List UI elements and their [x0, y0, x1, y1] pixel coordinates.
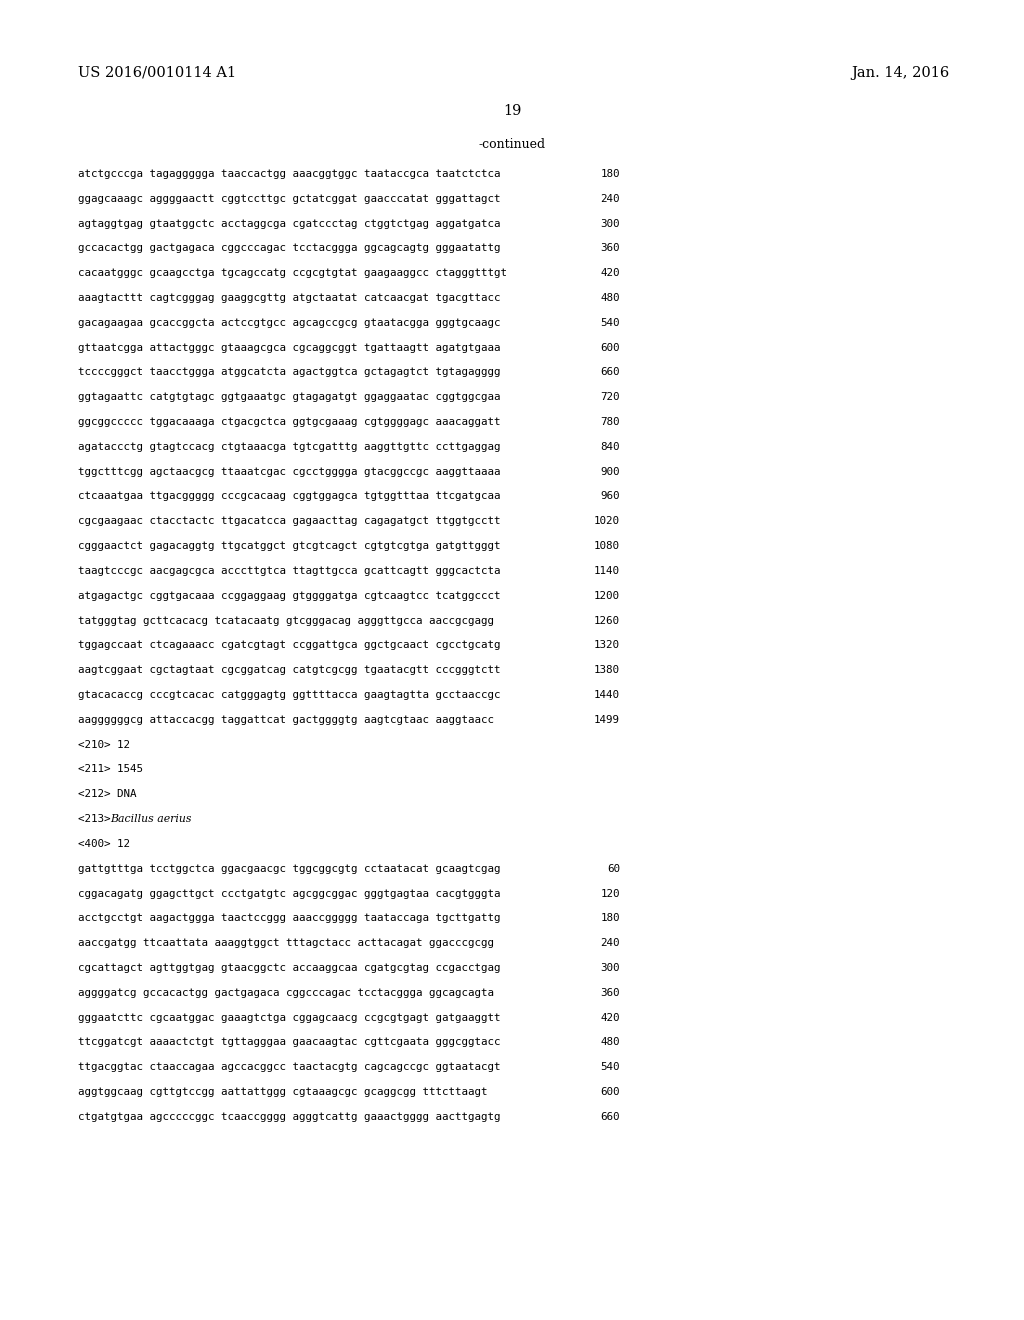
- Text: 420: 420: [600, 1012, 620, 1023]
- Text: gggaatcttc cgcaatggac gaaagtctga cggagcaacg ccgcgtgagt gatgaaggtt: gggaatcttc cgcaatggac gaaagtctga cggagca…: [78, 1012, 501, 1023]
- Text: 19: 19: [503, 104, 521, 117]
- Text: 60: 60: [607, 863, 620, 874]
- Text: Jan. 14, 2016: Jan. 14, 2016: [851, 66, 949, 79]
- Text: ttgacggtac ctaaccagaa agccacggcc taactacgtg cagcagccgc ggtaatacgt: ttgacggtac ctaaccagaa agccacggcc taactac…: [78, 1063, 501, 1072]
- Text: 780: 780: [600, 417, 620, 428]
- Text: <400> 12: <400> 12: [78, 840, 130, 849]
- Text: <213>: <213>: [78, 814, 117, 824]
- Text: 540: 540: [600, 1063, 620, 1072]
- Text: atgagactgc cggtgacaaa ccggaggaag gtggggatga cgtcaagtcc tcatggccct: atgagactgc cggtgacaaa ccggaggaag gtgggga…: [78, 591, 501, 601]
- Text: cggacagatg ggagcttgct ccctgatgtc agcggcggac gggtgagtaa cacgtgggta: cggacagatg ggagcttgct ccctgatgtc agcggcg…: [78, 888, 501, 899]
- Text: gattgtttga tcctggctca ggacgaacgc tggcggcgtg cctaatacat gcaagtcgag: gattgtttga tcctggctca ggacgaacgc tggcggc…: [78, 863, 501, 874]
- Text: 240: 240: [600, 939, 620, 948]
- Text: gtacacaccg cccgtcacac catgggagtg ggttttacca gaagtagtta gcctaaccgc: gtacacaccg cccgtcacac catgggagtg ggtttta…: [78, 690, 501, 700]
- Text: 840: 840: [600, 442, 620, 451]
- Text: 480: 480: [600, 293, 620, 304]
- Text: aaggggggcg attaccacgg taggattcat gactggggtg aagtcgtaac aaggtaacc: aaggggggcg attaccacgg taggattcat gactggg…: [78, 715, 494, 725]
- Text: aaccgatgg ttcaattata aaaggtggct tttagctacc acttacagat ggacccgcgg: aaccgatgg ttcaattata aaaggtggct tttagcta…: [78, 939, 494, 948]
- Text: gacagaagaa gcaccggcta actccgtgcc agcagccgcg gtaatacgga gggtgcaagc: gacagaagaa gcaccggcta actccgtgcc agcagcc…: [78, 318, 501, 327]
- Text: 180: 180: [600, 913, 620, 924]
- Text: 1499: 1499: [594, 715, 620, 725]
- Text: 360: 360: [600, 243, 620, 253]
- Text: ggtagaattc catgtgtagc ggtgaaatgc gtagagatgt ggaggaatac cggtggcgaa: ggtagaattc catgtgtagc ggtgaaatgc gtagaga…: [78, 392, 501, 403]
- Text: Bacillus aerius: Bacillus aerius: [110, 814, 191, 824]
- Text: 1320: 1320: [594, 640, 620, 651]
- Text: 1200: 1200: [594, 591, 620, 601]
- Text: taagtcccgc aacgagcgca acccttgtca ttagttgcca gcattcagtt gggcactcta: taagtcccgc aacgagcgca acccttgtca ttagttg…: [78, 566, 501, 576]
- Text: ctcaaatgaa ttgacggggg cccgcacaag cggtggagca tgtggtttaa ttcgatgcaa: ctcaaatgaa ttgacggggg cccgcacaag cggtgga…: [78, 491, 501, 502]
- Text: 1440: 1440: [594, 690, 620, 700]
- Text: 720: 720: [600, 392, 620, 403]
- Text: tggctttcgg agctaacgcg ttaaatcgac cgcctgggga gtacggccgc aaggttaaaa: tggctttcgg agctaacgcg ttaaatcgac cgcctgg…: [78, 467, 501, 477]
- Text: atctgcccga tagaggggga taaccactgg aaacggtggc taataccgca taatctctca: atctgcccga tagaggggga taaccactgg aaacggt…: [78, 169, 501, 180]
- Text: 420: 420: [600, 268, 620, 279]
- Text: agtaggtgag gtaatggctc acctaggcga cgatccctag ctggtctgag aggatgatca: agtaggtgag gtaatggctc acctaggcga cgatccc…: [78, 219, 501, 228]
- Text: 240: 240: [600, 194, 620, 203]
- Text: tccccgggct taacctggga atggcatcta agactggtca gctagagtct tgtagagggg: tccccgggct taacctggga atggcatcta agactgg…: [78, 367, 501, 378]
- Text: 1080: 1080: [594, 541, 620, 552]
- Text: 1380: 1380: [594, 665, 620, 676]
- Text: 120: 120: [600, 888, 620, 899]
- Text: tatgggtag gcttcacacg tcatacaatg gtcgggacag agggttgcca aaccgcgagg: tatgggtag gcttcacacg tcatacaatg gtcgggac…: [78, 615, 494, 626]
- Text: cgcgaagaac ctacctactc ttgacatcca gagaacttag cagagatgct ttggtgcctt: cgcgaagaac ctacctactc ttgacatcca gagaact…: [78, 516, 501, 527]
- Text: 300: 300: [600, 219, 620, 228]
- Text: 660: 660: [600, 1111, 620, 1122]
- Text: acctgcctgt aagactggga taactccggg aaaccggggg taataccaga tgcttgattg: acctgcctgt aagactggga taactccggg aaaccgg…: [78, 913, 501, 924]
- Text: 1020: 1020: [594, 516, 620, 527]
- Text: ggcggccccc tggacaaaga ctgacgctca ggtgcgaaag cgtggggagc aaacaggatt: ggcggccccc tggacaaaga ctgacgctca ggtgcga…: [78, 417, 501, 428]
- Text: 480: 480: [600, 1038, 620, 1048]
- Text: 900: 900: [600, 467, 620, 477]
- Text: 600: 600: [600, 1088, 620, 1097]
- Text: cacaatgggc gcaagcctga tgcagccatg ccgcgtgtat gaagaaggcc ctagggtttgt: cacaatgggc gcaagcctga tgcagccatg ccgcgtg…: [78, 268, 507, 279]
- Text: 540: 540: [600, 318, 620, 327]
- Text: 180: 180: [600, 169, 620, 180]
- Text: 600: 600: [600, 343, 620, 352]
- Text: gttaatcgga attactgggc gtaaagcgca cgcaggcggt tgattaagtt agatgtgaaa: gttaatcgga attactgggc gtaaagcgca cgcaggc…: [78, 343, 501, 352]
- Text: aaagtacttt cagtcgggag gaaggcgttg atgctaatat catcaacgat tgacgttacc: aaagtacttt cagtcgggag gaaggcgttg atgctaa…: [78, 293, 501, 304]
- Text: 300: 300: [600, 964, 620, 973]
- Text: ctgatgtgaa agcccccggc tcaaccgggg agggtcattg gaaactgggg aacttgagtg: ctgatgtgaa agcccccggc tcaaccgggg agggtca…: [78, 1111, 501, 1122]
- Text: agataccctg gtagtccacg ctgtaaacga tgtcgatttg aaggttgttc ccttgaggag: agataccctg gtagtccacg ctgtaaacga tgtcgat…: [78, 442, 501, 451]
- Text: <211> 1545: <211> 1545: [78, 764, 143, 775]
- Text: aggtggcaag cgttgtccgg aattattggg cgtaaagcgc gcaggcgg tttcttaagt: aggtggcaag cgttgtccgg aattattggg cgtaaag…: [78, 1088, 487, 1097]
- Text: US 2016/0010114 A1: US 2016/0010114 A1: [78, 66, 237, 79]
- Text: ggagcaaagc aggggaactt cggtccttgc gctatcggat gaacccatat gggattagct: ggagcaaagc aggggaactt cggtccttgc gctatcg…: [78, 194, 501, 203]
- Text: 1140: 1140: [594, 566, 620, 576]
- Text: tggagccaat ctcagaaacc cgatcgtagt ccggattgca ggctgcaact cgcctgcatg: tggagccaat ctcagaaacc cgatcgtagt ccggatt…: [78, 640, 501, 651]
- Text: 1260: 1260: [594, 615, 620, 626]
- Text: ttcggatcgt aaaactctgt tgttagggaa gaacaagtac cgttcgaata gggcggtacc: ttcggatcgt aaaactctgt tgttagggaa gaacaag…: [78, 1038, 501, 1048]
- Text: aagtcggaat cgctagtaat cgcggatcag catgtcgcgg tgaatacgtt cccgggtctt: aagtcggaat cgctagtaat cgcggatcag catgtcg…: [78, 665, 501, 676]
- Text: 660: 660: [600, 367, 620, 378]
- Text: 360: 360: [600, 987, 620, 998]
- Text: cgcattagct agttggtgag gtaacggctc accaaggcaa cgatgcgtag ccgacctgag: cgcattagct agttggtgag gtaacggctc accaagg…: [78, 964, 501, 973]
- Text: 960: 960: [600, 491, 620, 502]
- Text: cgggaactct gagacaggtg ttgcatggct gtcgtcagct cgtgtcgtga gatgttgggt: cgggaactct gagacaggtg ttgcatggct gtcgtca…: [78, 541, 501, 552]
- Text: <210> 12: <210> 12: [78, 739, 130, 750]
- Text: -continued: -continued: [478, 137, 546, 150]
- Text: <212> DNA: <212> DNA: [78, 789, 136, 800]
- Text: gccacactgg gactgagaca cggcccagac tcctacggga ggcagcagtg gggaatattg: gccacactgg gactgagaca cggcccagac tcctacg…: [78, 243, 501, 253]
- Text: aggggatcg gccacactgg gactgagaca cggcccagac tcctacggga ggcagcagta: aggggatcg gccacactgg gactgagaca cggcccag…: [78, 987, 494, 998]
